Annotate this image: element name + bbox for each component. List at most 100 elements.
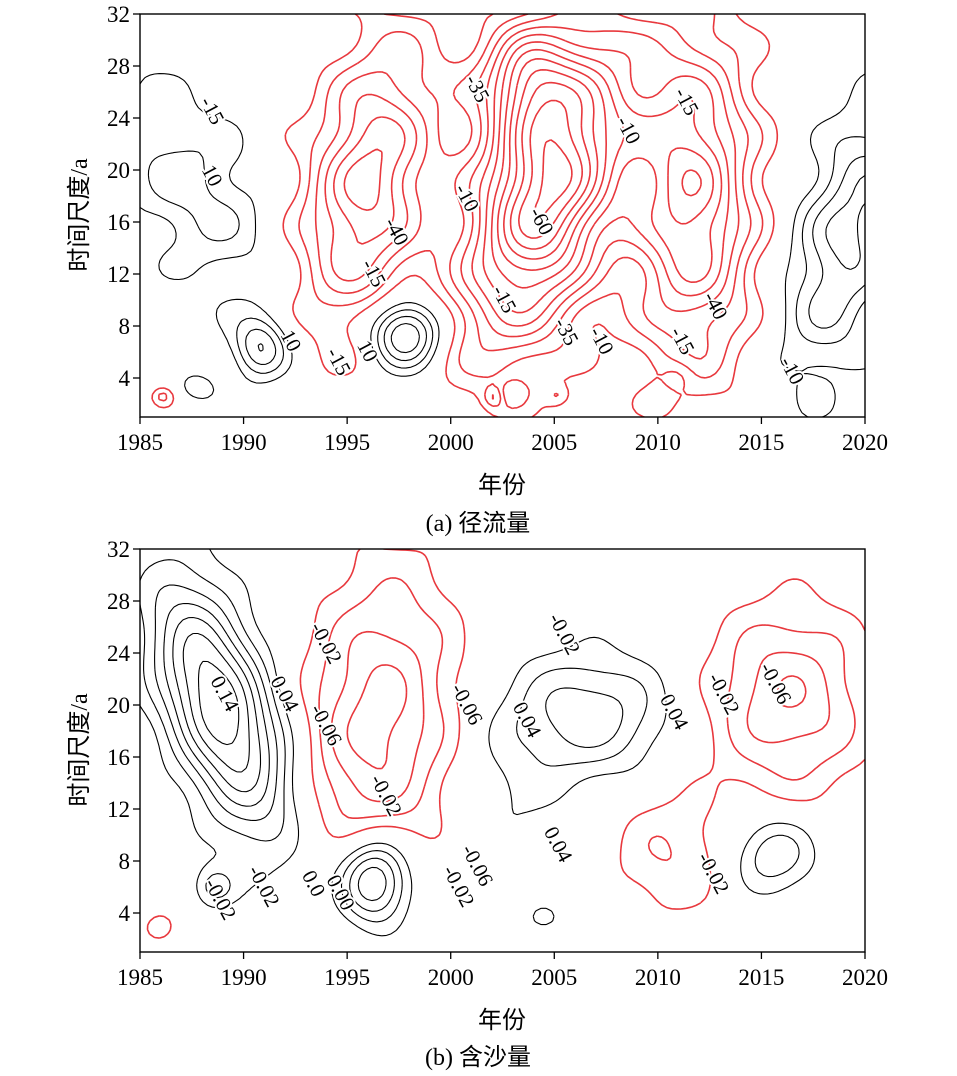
contour-chart-a: 1985 1990 1995 2000 2005 2010 2015 202048121620… <box>66 2 888 537</box>
contour-label: -15 <box>670 83 704 119</box>
contour-label: 0.04 <box>655 690 694 734</box>
negative-contour <box>533 139 573 220</box>
y-tick-label: 28 <box>107 54 130 79</box>
contour-label: -15 <box>665 323 699 359</box>
x-tick-label: 2000 <box>428 430 474 455</box>
contour-label: -0.02 <box>200 874 242 924</box>
contour-label: 0.04 <box>266 672 305 716</box>
x-tick-label: 2005 <box>531 430 577 455</box>
x-tick-label: 2000 <box>428 965 474 990</box>
contour-label: 10 <box>197 161 228 191</box>
positive-contour <box>147 136 865 374</box>
positive-contour <box>140 559 800 923</box>
y-tick-label: 8 <box>119 849 131 874</box>
y-tick-label: 12 <box>107 262 130 287</box>
contour-label: -0.02 <box>365 770 407 820</box>
chart-panel-b: 1985 1990 1995 2000 2005 2010 2015 2020 4 8 12 16 20… <box>0 537 957 1076</box>
y-tick-label: 8 <box>119 314 131 339</box>
x-tick-label: 2015 <box>738 430 784 455</box>
contour-label: -0.02 <box>703 669 745 719</box>
negative-contour <box>324 26 740 338</box>
y-tick-label: 20 <box>107 693 130 718</box>
axes: 1985 1990 1995 2000 2005 2010 2015 202048121620… <box>107 2 888 455</box>
contour-label: -15 <box>322 343 356 379</box>
y-tick-label: 4 <box>119 366 131 391</box>
contour-label: -15 <box>195 93 229 129</box>
contour-label: -0.02 <box>243 861 285 911</box>
contour-label: 0.00 <box>322 871 360 915</box>
x-axis-title: 年份 <box>478 472 526 499</box>
positive-contour <box>182 632 250 773</box>
negative-contour <box>146 549 865 939</box>
negative-contour <box>318 577 856 862</box>
negative-contour <box>496 58 702 271</box>
negative-contour <box>151 14 779 417</box>
negative-contour <box>330 630 831 803</box>
x-tick-label: 1985 <box>117 430 163 455</box>
contour-label: -0.02 <box>693 848 735 898</box>
panel-caption: (b) 含沙量 <box>425 1044 531 1071</box>
x-tick-label: 2005 <box>531 965 577 990</box>
x-tick-label: 1990 <box>221 430 267 455</box>
negative-contour <box>490 48 714 289</box>
y-tick-label: 12 <box>107 797 130 822</box>
negative-contour <box>333 33 730 327</box>
negative-contour <box>343 41 723 314</box>
x-tick-label: 2015 <box>738 965 784 990</box>
x-tick-label: 1995 <box>324 430 370 455</box>
positive-contour <box>257 175 865 354</box>
contour-label: -0.06 <box>755 658 797 708</box>
contour-label: 0.04 <box>508 698 547 742</box>
x-tick-label: 2020 <box>842 965 888 990</box>
contour-label: -10 <box>585 323 619 359</box>
positive-contour <box>140 73 865 417</box>
positive-contour <box>172 616 262 793</box>
negative-contour <box>509 81 591 250</box>
x-tick-label: 2010 <box>635 965 681 990</box>
contour-label: -0.02 <box>305 618 347 668</box>
y-tick-label: 32 <box>107 2 130 27</box>
y-axis-title: 时间尺度/a <box>66 158 93 272</box>
plot-frame <box>139 548 866 953</box>
axes: 1985 1990 1995 2000 2005 2010 2015 202048121620… <box>107 537 888 990</box>
contour-label: -40 <box>380 213 414 249</box>
positive-contour <box>154 584 624 912</box>
contour-label: -0.06 <box>446 679 488 729</box>
contour-field <box>140 549 865 939</box>
x-tick-label: 1985 <box>117 965 163 990</box>
x-axis-title: 年份 <box>478 1007 526 1034</box>
contour-label: 10 <box>276 326 307 356</box>
negative-contour <box>314 14 752 401</box>
contour-chart-b: 1985 1990 1995 2000 2005 2010 2015 2020 4 8 12 16 20… <box>66 537 888 1071</box>
positive-contour <box>163 602 387 902</box>
y-tick-label: 20 <box>107 158 130 183</box>
y-tick-label: 24 <box>107 106 131 131</box>
y-axis-title: 时间尺度/a <box>66 693 93 807</box>
positive-contour <box>245 155 865 365</box>
y-tick-label: 16 <box>107 745 130 770</box>
y-tick-label: 16 <box>107 210 130 235</box>
y-tick-label: 32 <box>107 537 130 562</box>
contour-labels: 0.14 0.04-0.02-0.06 -0.06-0.020.04 0.04 -0.0… <box>198 607 799 926</box>
positive-contour <box>140 549 816 937</box>
contour-label: -0.02 <box>544 609 586 659</box>
contour-label: -35 <box>549 314 583 350</box>
positive-contour <box>197 660 240 746</box>
contour-field <box>140 14 865 417</box>
contour-label: -10 <box>612 112 646 148</box>
x-tick-label: 2010 <box>635 430 681 455</box>
chart-panel-a: 1985 1990 1995 2000 2005 2010 2015 2020 4 8 12 16 20… <box>66 2 888 537</box>
negative-contour <box>518 99 583 239</box>
contour-label: -60 <box>525 203 559 239</box>
y-tick-label: 24 <box>107 641 131 666</box>
x-tick-label: 2020 <box>842 430 888 455</box>
plot-frame <box>139 13 866 418</box>
x-tick-label: 1990 <box>221 965 267 990</box>
y-tick-label: 28 <box>107 589 130 614</box>
negative-contour <box>158 14 764 407</box>
panel-caption: (a) 径流量 <box>426 510 531 537</box>
x-tick-label: 1995 <box>324 965 370 990</box>
negative-contour <box>346 664 807 770</box>
negative-contour <box>503 69 599 260</box>
